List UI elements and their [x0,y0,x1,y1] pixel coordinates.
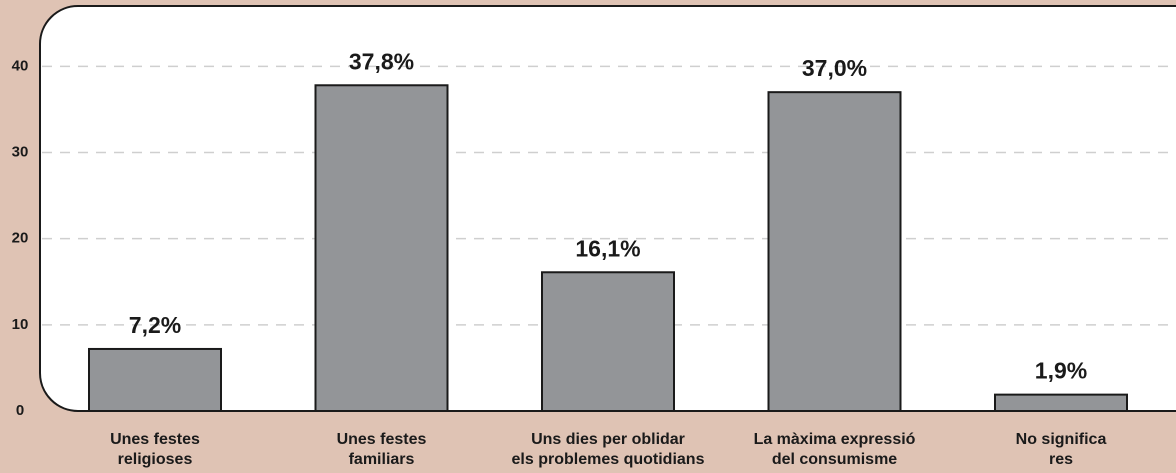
x-tick-label: del consumisme [772,451,897,468]
x-tick-label: familiars [349,451,415,468]
y-tick-label: 0 [16,402,24,419]
y-tick-label: 10 [12,316,29,333]
value-label: 7,2% [129,312,181,338]
value-label: 37,0% [802,55,867,81]
bar [995,395,1127,411]
bar [769,92,901,411]
x-tick-label: La màxima expressió [754,431,916,448]
x-tick-label: Unes festes [110,431,200,448]
x-tick-label: religioses [118,451,193,468]
x-tick-label: res [1049,451,1073,468]
bar [89,349,221,411]
x-tick-label: els problemes quotidians [512,451,705,468]
value-label: 16,1% [575,235,640,261]
bar [316,85,448,411]
y-tick-label: 40 [12,57,29,74]
chart: 0 10 20 30 40 Unes festes religioses 7,2% Unes f… [0,0,1176,473]
value-label: 1,9% [1035,358,1087,384]
value-label: 37,8% [349,48,414,74]
x-tick-label: No significa [1016,431,1107,448]
x-tick-label: Unes festes [337,431,427,448]
y-tick-label: 30 [12,143,29,160]
x-tick-label: Uns dies per oblidar [531,431,685,448]
bar [542,272,674,411]
page: 0 10 20 30 40 Unes festes religioses 7,2% Unes f… [0,0,1176,473]
y-tick-label: 20 [12,230,29,247]
